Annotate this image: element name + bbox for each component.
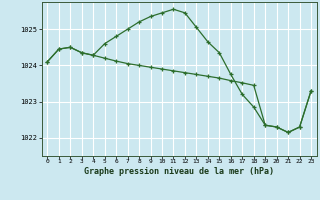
X-axis label: Graphe pression niveau de la mer (hPa): Graphe pression niveau de la mer (hPa) <box>84 167 274 176</box>
